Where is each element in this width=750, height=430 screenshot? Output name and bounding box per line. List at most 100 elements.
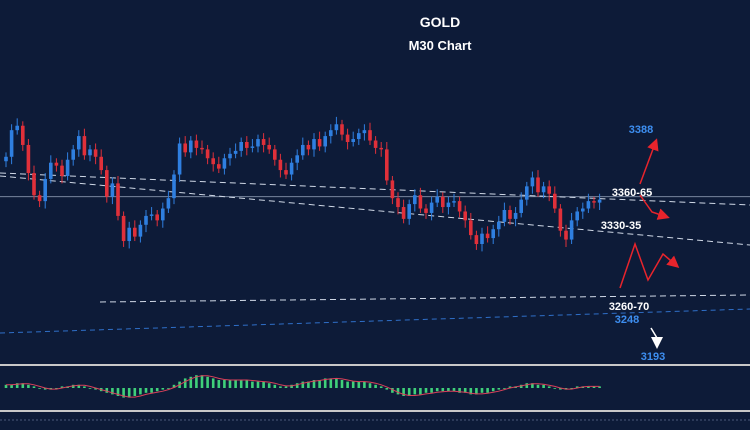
macd-bar — [139, 388, 142, 395]
macd-bar — [150, 388, 153, 393]
candle-body — [301, 144, 305, 156]
macd-bar — [346, 381, 349, 388]
macd-bar — [385, 388, 389, 390]
macd-bar — [284, 386, 288, 388]
candle-body — [144, 215, 148, 225]
macd-bar — [43, 388, 47, 390]
lower-trendline — [0, 175, 750, 246]
macd-bar — [592, 386, 596, 388]
candle-body — [289, 162, 294, 175]
macd-bar — [94, 388, 97, 390]
candle-body — [474, 235, 479, 244]
candle-body — [536, 177, 540, 193]
macd-bar — [424, 388, 428, 393]
macd-bar — [587, 386, 590, 388]
candle-body — [334, 124, 339, 131]
candle-body — [149, 214, 154, 216]
candle-body — [597, 199, 602, 203]
candle-body — [295, 155, 299, 163]
macd-bar — [105, 388, 109, 393]
candle-body — [105, 170, 109, 197]
upper-trendline — [0, 172, 750, 206]
candle-body — [480, 233, 484, 244]
candle-body — [88, 149, 92, 156]
chart-subtitle: M30 Chart — [409, 38, 473, 53]
candle-body — [373, 140, 378, 148]
candle-body — [491, 229, 495, 239]
arrow-target-down — [650, 327, 663, 349]
macd-bar — [144, 388, 148, 393]
candle-body — [228, 153, 232, 159]
arrow-zigzag-lower — [619, 241, 680, 289]
candle-body — [278, 159, 283, 171]
macd-bar — [475, 388, 478, 395]
macd-bar — [536, 384, 540, 388]
candle-body — [340, 124, 344, 135]
macd-bar — [368, 383, 372, 388]
macd-bar — [195, 375, 198, 388]
macd-bar — [301, 381, 305, 388]
macd-bar — [318, 380, 321, 388]
macd-bar — [525, 383, 529, 388]
candle-body — [54, 162, 59, 166]
macd-bar — [435, 388, 439, 392]
candle-body — [133, 227, 137, 237]
candle-body — [502, 210, 507, 222]
level-label: 3388 — [629, 124, 653, 136]
macd-bar — [547, 386, 551, 388]
macd-bar — [307, 381, 310, 388]
macd-bar — [452, 388, 456, 392]
candle-body — [513, 212, 518, 219]
macd-bar — [503, 388, 506, 389]
candle-body — [233, 150, 238, 154]
candle-body — [26, 144, 31, 174]
macd-bar — [542, 384, 545, 388]
candle-body — [217, 164, 221, 169]
macd-bar — [211, 378, 215, 388]
candle-body — [581, 208, 585, 212]
candle-body — [267, 144, 271, 150]
macd-bar — [508, 386, 512, 388]
candle-body — [547, 186, 551, 194]
candle-body — [396, 198, 400, 208]
macd-bar — [329, 378, 333, 388]
candle-body — [99, 156, 103, 171]
candle-body — [586, 201, 591, 209]
macd-bar — [4, 384, 8, 388]
macd-bar — [88, 388, 92, 389]
candle-body — [200, 147, 204, 150]
arrow-zigzag-upper — [639, 194, 670, 220]
candle-body — [4, 156, 8, 162]
candle-body — [564, 230, 568, 240]
macd-bar — [391, 388, 394, 393]
macd-bar — [217, 380, 221, 388]
candle-body — [155, 214, 159, 221]
macd-bar — [77, 384, 81, 388]
macd-bar — [458, 388, 461, 393]
candle-body — [82, 136, 87, 156]
macd-panel — [0, 364, 750, 421]
macd-signal-line — [6, 375, 600, 398]
macd-bar — [183, 378, 187, 388]
macd-bar — [279, 386, 282, 388]
candle-body — [172, 174, 176, 199]
candle-body — [250, 146, 255, 148]
candle-body — [362, 130, 367, 134]
macd-bar — [32, 386, 36, 388]
candle-body — [161, 208, 165, 221]
macd-bar — [38, 388, 41, 389]
macd-bar — [83, 386, 86, 388]
candle-body — [429, 202, 434, 213]
macd-bar — [402, 388, 405, 396]
candle-body — [368, 130, 372, 141]
candles — [4, 116, 602, 252]
candle-body — [418, 195, 423, 209]
candle-body — [575, 211, 579, 221]
level-label: 3260-70 — [609, 301, 649, 313]
macd-bar — [116, 388, 120, 396]
candle-body — [323, 136, 327, 147]
candle-body — [553, 193, 557, 209]
candle-body — [138, 224, 143, 237]
candle-body — [15, 125, 19, 131]
candle-body — [77, 136, 81, 150]
